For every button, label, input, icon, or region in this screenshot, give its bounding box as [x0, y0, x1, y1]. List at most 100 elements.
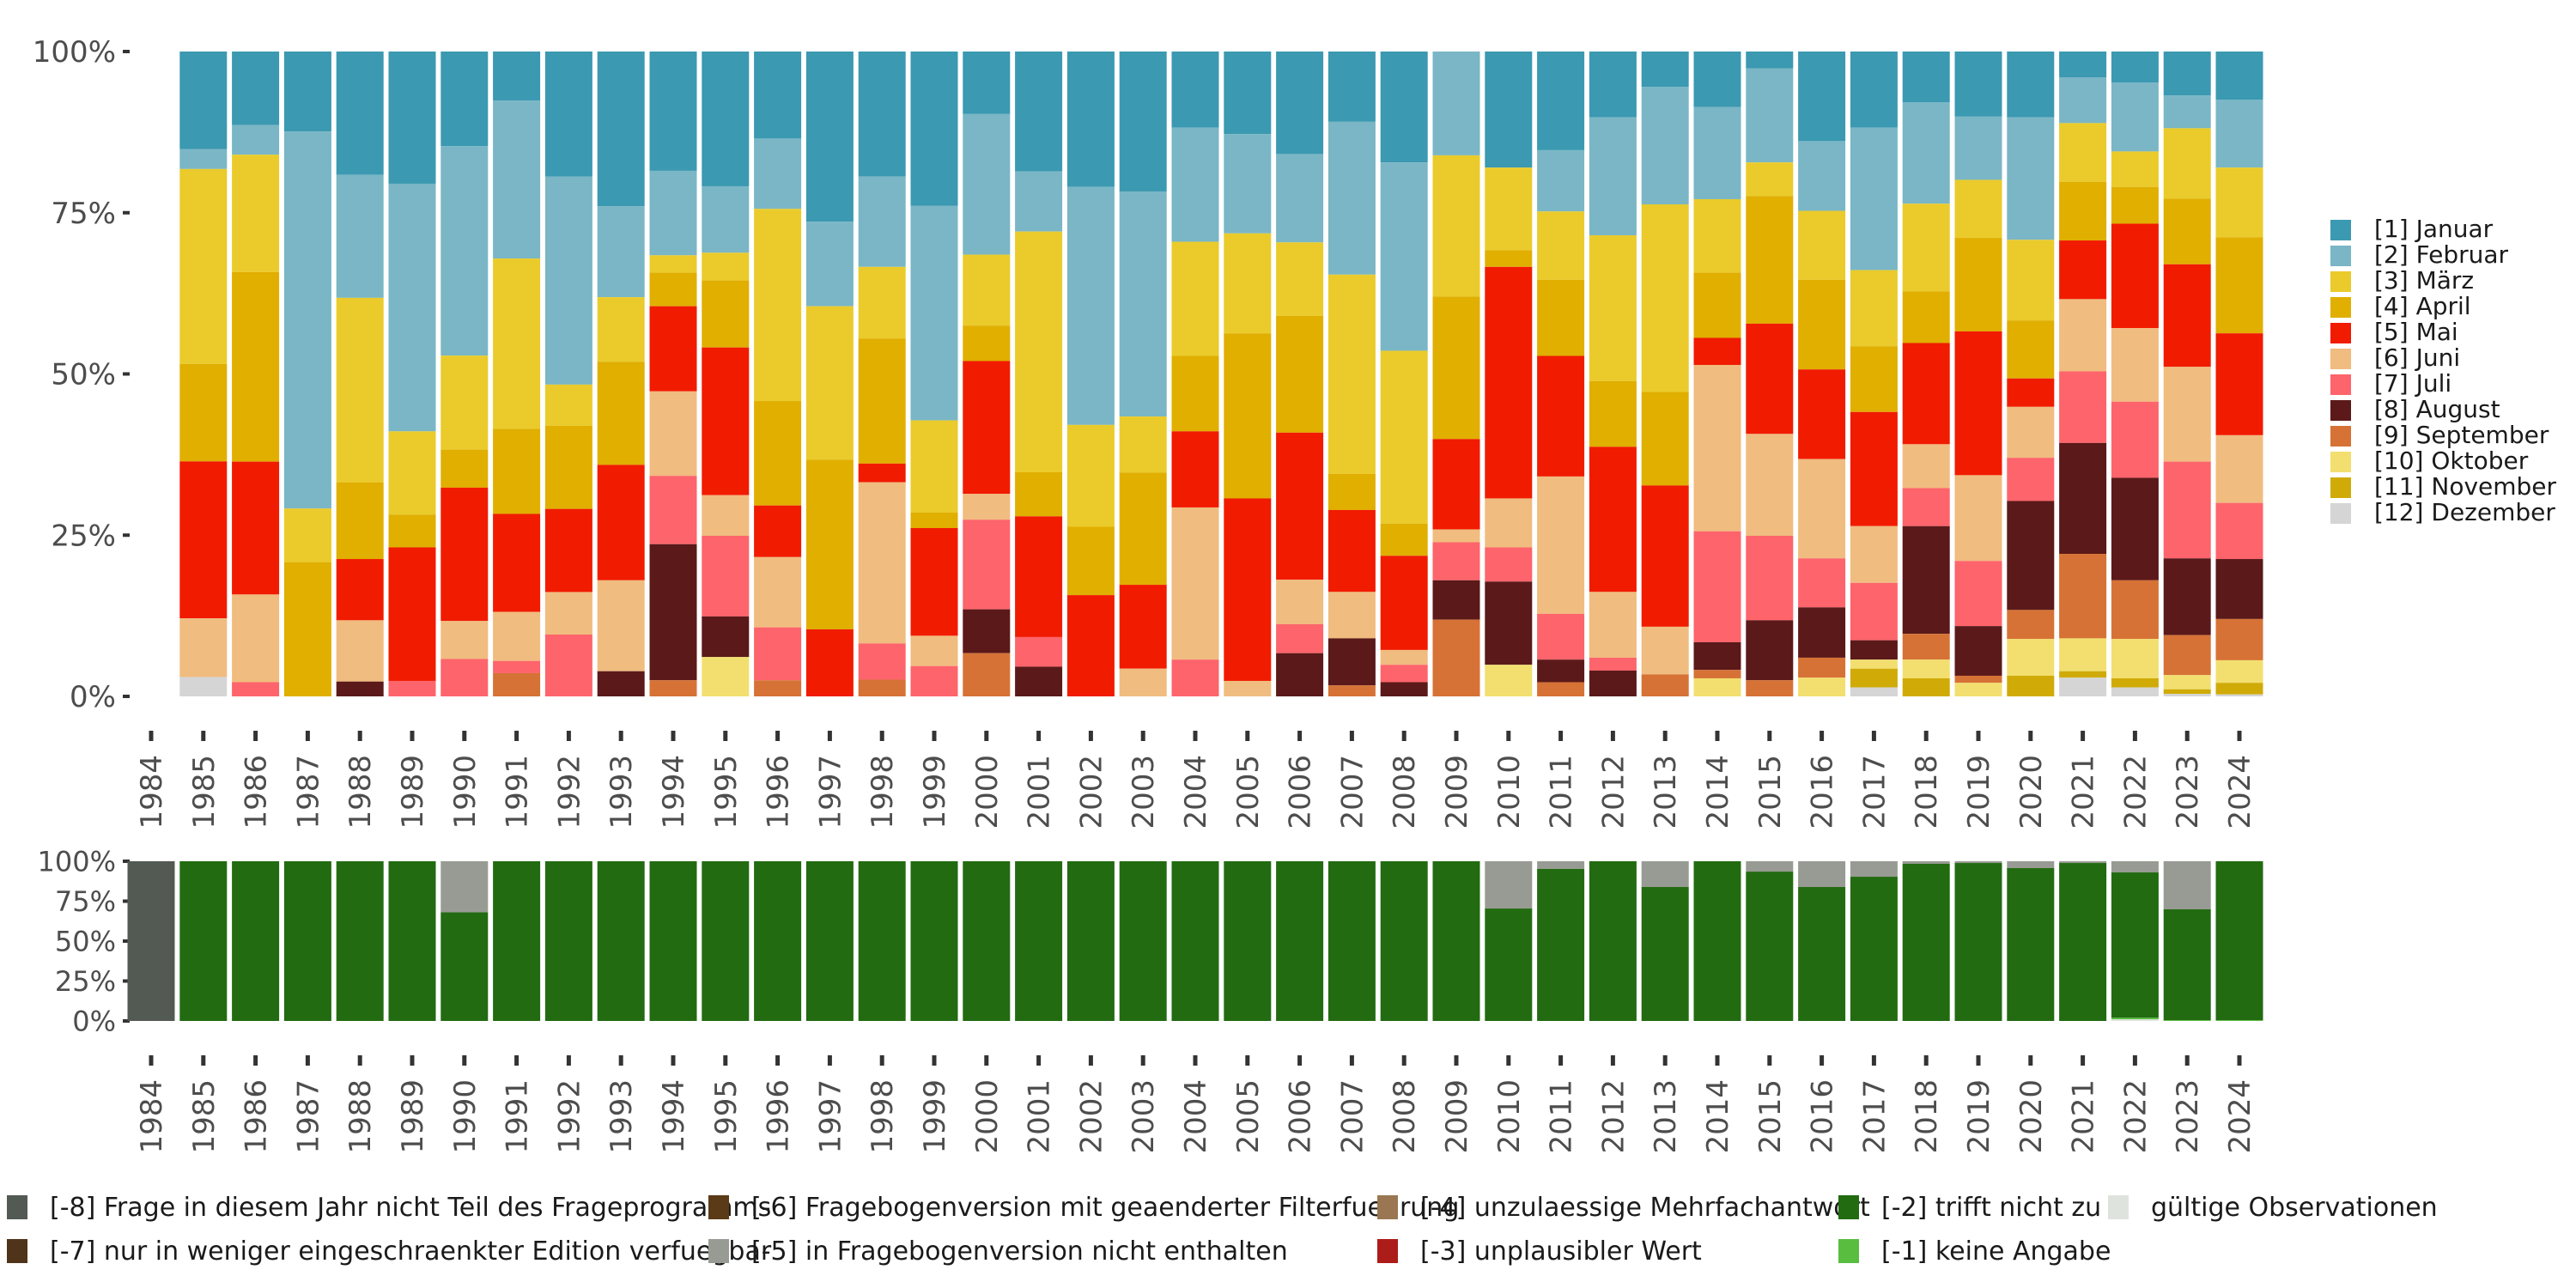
bar-segment-1989-2: [388, 431, 436, 515]
bar-segment-2015-6: [1746, 872, 1794, 1021]
x-tick-label: 1998: [866, 1079, 900, 1154]
bar-segment-2019-2: [1954, 179, 2002, 239]
legend-swatch: [7, 1239, 27, 1263]
bar-stack-2008: [1380, 52, 1428, 696]
x-tick-label: 2022: [2118, 755, 2153, 829]
legend-swatch: [2330, 477, 2351, 498]
bar-segment-2007-8: [1327, 685, 1376, 696]
bar-segment-2022-6: [2111, 401, 2159, 478]
legend-label: [2] Februar: [2374, 240, 2509, 269]
bar-stack-2019: [1954, 861, 2002, 1021]
bar-segment-2012-1: [1589, 117, 1637, 236]
bar-segment-2023-5: [2163, 367, 2211, 462]
legend-swatch: [2330, 323, 2351, 343]
bar-segment-2000-7: [963, 609, 1011, 653]
bar-segment-1993-1: [597, 206, 645, 298]
bar-stack-1992: [544, 861, 592, 1021]
bar-stack-1984: [127, 861, 175, 1021]
bar-segment-2000-1: [963, 113, 1011, 255]
bar-segment-2003-5: [1119, 668, 1167, 696]
bar-stack-2014: [1693, 861, 1741, 1021]
bar-segment-2021-11: [2059, 677, 2107, 696]
bar-segment-2018-9: [1902, 659, 1950, 678]
bar-segment-2010-3: [1485, 861, 1533, 909]
bar-segment-2011-1: [1537, 149, 1585, 212]
x-tick-label: 2024: [2223, 1079, 2257, 1154]
legend-swatch: [2330, 349, 2351, 369]
bar-segment-2017-3: [1850, 346, 1898, 412]
bar-segment-2010-6: [1485, 908, 1533, 1021]
bar-segment-1992-3: [544, 425, 592, 509]
bar-segment-2015-2: [1746, 162, 1794, 197]
bar-segment-1988-6: [336, 861, 384, 1021]
bar-segment-2022-7: [2111, 1018, 2159, 1020]
bar-segment-2010-7: [1485, 581, 1533, 665]
y-tick-label: 50%: [51, 358, 116, 392]
x-tick-label: 1988: [343, 755, 378, 829]
bar-segment-2023-9: [2163, 675, 2211, 690]
bar-stack-2015: [1746, 861, 1794, 1021]
bar-segment-2021-6: [2059, 371, 2107, 443]
bar-stack-1993: [597, 52, 645, 696]
bar-segment-1998-4: [858, 463, 906, 483]
bar-stack-2012: [1589, 52, 1637, 696]
legend-label: [11] November: [2374, 472, 2557, 501]
bar-segment-2015-8: [1746, 680, 1794, 696]
bar-segment-1985-6: [179, 861, 228, 1021]
bar-segment-1994-7: [649, 544, 697, 681]
bar-stack-1985: [179, 861, 228, 1021]
legend-item: [-3] unplausibler Wert: [1377, 1236, 1702, 1267]
bar-segment-1986-2: [232, 155, 280, 272]
legend-label: [10] Oktober: [2374, 447, 2529, 475]
bar-segment-2009-1: [1432, 52, 1480, 155]
bar-segment-2009-4: [1432, 439, 1480, 530]
bar-segment-2000-0: [963, 52, 1011, 114]
bar-stack-2022: [2111, 861, 2159, 1021]
bar-segment-2022-11: [2111, 687, 2159, 696]
bar-segment-1995-6: [702, 536, 750, 617]
legend-item: [10] Oktober: [2330, 447, 2529, 475]
bar-segment-1998-5: [858, 482, 906, 644]
bar-segment-2019-0: [1954, 52, 2002, 117]
bar-segment-1990-0: [440, 52, 489, 147]
bar-segment-2020-6: [2007, 867, 2055, 1021]
bar-segment-2012-3: [1589, 380, 1637, 447]
bar-segment-1985-2: [179, 168, 228, 364]
bar-segment-2007-1: [1327, 121, 1376, 275]
bar-stack-1995: [702, 861, 750, 1021]
legend-label: [-3] unplausibler Wert: [1420, 1236, 1702, 1267]
bar-segment-1998-8: [858, 679, 906, 696]
bar-stack-2000: [963, 52, 1011, 696]
bar-segment-2008-5: [1380, 649, 1428, 665]
bar-segment-1993-5: [597, 580, 645, 671]
x-tick-label: 1987: [291, 755, 325, 829]
bar-segment-2017-0: [1850, 52, 1898, 128]
x-tick-label: 2014: [1701, 755, 1735, 829]
x-tick-label: 2000: [970, 755, 1005, 829]
legend-label: [-7] nur in weniger eingeschraenkter Edi…: [50, 1236, 772, 1267]
bar-segment-2021-9: [2059, 638, 2107, 671]
bar-stack-1992: [544, 52, 592, 696]
bar-segment-2018-6: [1902, 863, 1950, 1021]
bar-segment-2024-10: [2215, 683, 2263, 695]
bar-stack-2012: [1589, 861, 1637, 1021]
bar-segment-2009-3: [1432, 296, 1480, 440]
x-tick-label: 2006: [1284, 1079, 1318, 1154]
bar-segment-2005-3: [1224, 333, 1272, 499]
bar-segment-2000-6: [963, 861, 1011, 1021]
bar-segment-2004-0: [1171, 52, 1219, 128]
bar-segment-1984-0: [127, 861, 175, 1021]
bar-stack-2018: [1902, 52, 1950, 696]
x-tick-label: 2018: [1910, 1079, 1944, 1154]
legend-swatch: [2330, 503, 2351, 524]
bar-stack-1990: [440, 861, 489, 1021]
bar-segment-2010-2: [1485, 167, 1533, 251]
bar-segment-2021-4: [2059, 240, 2107, 300]
bar-segment-2016-3: [1798, 279, 1846, 370]
x-tick-label: 1992: [552, 1079, 586, 1154]
bar-segment-2021-3: [2059, 181, 2107, 241]
bar-segment-2021-6: [2059, 863, 2107, 1021]
x-tick-label: 2007: [1335, 1079, 1370, 1154]
bar-segment-2024-0: [2215, 52, 2263, 100]
bar-stack-1998: [858, 861, 906, 1021]
